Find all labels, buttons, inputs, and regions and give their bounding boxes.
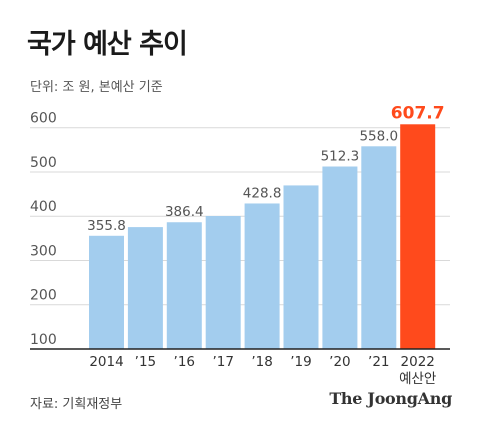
bar	[127, 227, 163, 349]
x-tick-sublabel: 예산안	[399, 371, 436, 387]
x-tick-label: ’18	[251, 354, 272, 370]
y-tick-label: 400	[30, 199, 57, 215]
data-label: 386.4	[165, 204, 204, 220]
chart-title: 국가 예산 추이	[27, 29, 188, 60]
bar	[244, 203, 280, 349]
bar	[361, 146, 397, 349]
bar	[283, 185, 319, 349]
x-tick-label: ’20	[329, 354, 350, 370]
y-tick-label: 300	[30, 243, 57, 259]
y-tick-label: 100	[30, 332, 57, 348]
data-label: 512.3	[321, 149, 360, 165]
x-tick-label: ’17	[212, 354, 233, 370]
bar	[322, 166, 358, 349]
bar	[205, 216, 241, 349]
source-note: 자료: 기획재정부	[30, 397, 123, 412]
bar	[89, 235, 124, 349]
brand-logo: The JoongAng	[329, 389, 452, 408]
x-tick-label: ’16	[174, 354, 195, 370]
x-tick-label: ’19	[290, 354, 311, 370]
x-tick-label: 2014	[89, 354, 123, 370]
y-tick-label: 600	[30, 111, 57, 127]
x-tick-label: 2022	[401, 354, 435, 370]
data-label: 607.7	[391, 103, 445, 123]
x-tick-label: ’15	[135, 354, 156, 370]
y-tick-label: 200	[30, 288, 57, 304]
data-label: 355.8	[87, 218, 126, 234]
data-label: 428.8	[243, 185, 282, 201]
data-label: 558.0	[359, 128, 398, 144]
chart-unit-note: 단위: 조 원, 본예산 기준	[30, 80, 163, 95]
x-tick-label: ’21	[368, 354, 389, 370]
bar-highlight	[400, 124, 436, 349]
bar	[166, 222, 202, 349]
y-tick-label: 500	[30, 155, 57, 171]
